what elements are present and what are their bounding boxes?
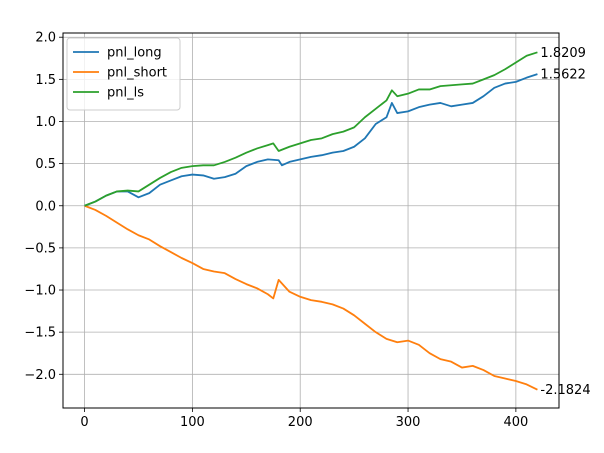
series-line-pnl-short <box>84 204 538 391</box>
y-tick-label: 2.0 <box>35 31 56 46</box>
axis-ticks: 0 100 200 300 400 −2.0 −1.5 −1.0 −0.5 0.0 0.5 1.0 1.… <box>24 31 528 430</box>
series-lines <box>84 51 538 391</box>
y-tick-label: −0.5 <box>24 241 56 256</box>
legend-label-pnl-ls: pnl_ls <box>107 86 144 101</box>
x-tick-label: 200 <box>288 415 313 430</box>
plot-area-frame <box>62 32 560 409</box>
end-labels: 1.5622 -2.1824 1.8209 <box>540 46 590 398</box>
series-line-pnl-long <box>84 73 538 207</box>
y-tick-label: −2.0 <box>24 368 56 383</box>
legend-label-pnl-long: pnl_long <box>107 46 162 61</box>
y-tick-label: 1.0 <box>35 115 56 130</box>
end-label-pnl-ls: 1.8209 <box>540 46 586 61</box>
x-tick-label: 0 <box>80 415 88 430</box>
end-label-pnl-short: -2.1824 <box>540 383 590 398</box>
y-tick-label: −1.0 <box>24 284 56 299</box>
legend: pnl_long pnl_short pnl_ls <box>66 37 181 111</box>
y-tick-label: 1.5 <box>35 73 56 88</box>
x-tick-label: 100 <box>180 415 205 430</box>
grid <box>63 33 559 408</box>
y-tick-label: 0.0 <box>35 199 56 214</box>
legend-label-pnl-short: pnl_short <box>107 66 167 81</box>
x-tick-label: 300 <box>396 415 421 430</box>
end-label-pnl-long: 1.5622 <box>540 68 586 83</box>
y-tick-label: 0.5 <box>35 157 56 172</box>
x-tick-label: 400 <box>503 415 528 430</box>
series-line-pnl-ls <box>84 51 538 207</box>
y-tick-label: −1.5 <box>24 326 56 341</box>
